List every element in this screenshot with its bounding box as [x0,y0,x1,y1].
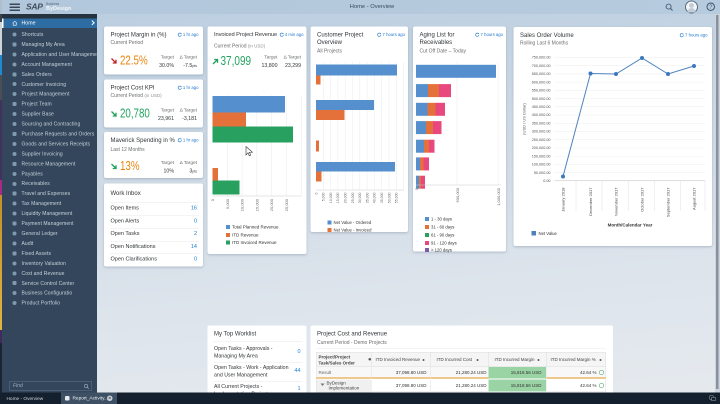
svg-text:Net Value: Net Value [539,231,558,236]
svg-text:0: 0 [314,192,318,194]
svg-text:650,000.00: 650,000.00 [532,72,551,76]
svg-text:10,000: 10,000 [240,198,245,211]
svg-text:50,000: 50,000 [387,192,391,203]
svg-text:0.00: 0.00 [543,179,550,183]
svg-text:0: 0 [414,187,419,190]
svg-text:January 2018: January 2018 [561,187,566,212]
svg-text:(USD / US Dollar): (USD / US Dollar) [522,103,527,135]
svg-text:91 - 120 days: 91 - 120 days [431,241,457,246]
svg-text:61 - 90 days: 61 - 90 days [431,233,454,238]
svg-text:500,000.00: 500,000.00 [532,97,551,101]
svg-text:25,000: 25,000 [351,192,355,203]
svg-text:5,000: 5,000 [225,198,230,209]
svg-text:Net Value - Invoiced: Net Value - Invoiced [334,228,373,233]
svg-text:250,000.00: 250,000.00 [532,138,551,142]
svg-text:150,000.00: 150,000.00 [532,154,551,158]
svg-text:500,000: 500,000 [455,187,460,202]
svg-text:December 2017: December 2017 [588,187,593,216]
svg-text:45,000: 45,000 [380,192,384,203]
svg-text:300,000.00: 300,000.00 [532,130,551,134]
svg-text:1,000,000: 1,000,000 [496,187,501,206]
svg-text:ITD Revenue: ITD Revenue [232,233,259,238]
svg-text:550,000.00: 550,000.00 [532,89,551,93]
svg-text:Net Value - Ordered: Net Value - Ordered [334,220,372,225]
svg-text:15,000: 15,000 [254,198,259,211]
svg-text:35,000: 35,000 [365,192,369,203]
svg-text:350,000.00: 350,000.00 [532,121,551,125]
svg-text:25,000: 25,000 [284,198,289,211]
svg-text:November 2017: November 2017 [614,187,619,216]
svg-text:> 120 days: > 120 days [431,248,452,253]
svg-text:1 - 30 days: 1 - 30 days [431,217,452,222]
svg-text:20,000: 20,000 [343,192,347,203]
svg-text:600,000.00: 600,000.00 [532,80,551,84]
svg-text:30,000: 30,000 [358,192,362,203]
svg-text:October 2017: October 2017 [640,187,645,212]
svg-text:400,000.00: 400,000.00 [532,113,551,117]
svg-text:40,000: 40,000 [373,192,377,203]
svg-text:5,000: 5,000 [322,192,326,201]
svg-text:20,000: 20,000 [269,198,274,211]
svg-text:100,000.00: 100,000.00 [532,163,551,167]
svg-text:200,000.00: 200,000.00 [532,146,551,150]
svg-text:September 2017: September 2017 [666,187,671,217]
svg-text:August 2017: August 2017 [692,187,697,210]
svg-text:450,000.00: 450,000.00 [532,105,551,109]
svg-text:Total Planned Revenue: Total Planned Revenue [232,225,279,230]
svg-text:15,000: 15,000 [336,192,340,203]
svg-text:55,000: 55,000 [395,192,399,203]
svg-text:750,000.00: 750,000.00 [532,56,551,60]
svg-text:0: 0 [210,198,215,201]
svg-text:700,000.00: 700,000.00 [532,64,551,68]
svg-text:50,000.00: 50,000.00 [534,171,551,175]
svg-text:10,000: 10,000 [329,192,333,203]
svg-text:31 - 60 days: 31 - 60 days [431,225,454,230]
svg-text:Month/Calendar Year: Month/Calendar Year [608,223,653,228]
svg-text:ITD Invoiced Revenue: ITD Invoiced Revenue [232,240,277,245]
